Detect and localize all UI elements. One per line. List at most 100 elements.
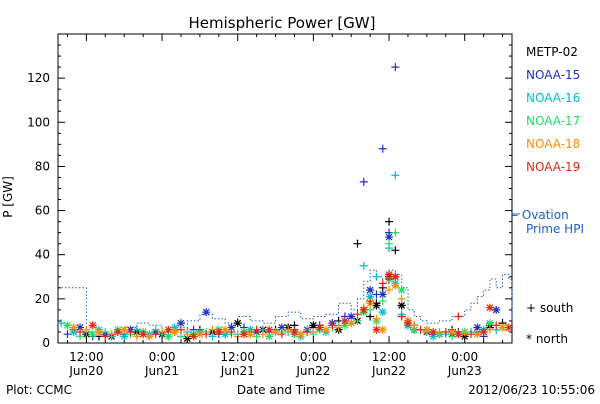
point-north-noaa-16	[378, 308, 387, 317]
point-south-noaa-19	[454, 312, 463, 321]
point-north-noaa-19	[113, 327, 122, 336]
point-north-noaa-16	[69, 327, 78, 336]
plot-border	[57, 33, 513, 344]
point-south-noaa-18	[385, 286, 394, 295]
point-south-noaa-15	[359, 177, 368, 186]
legend-entry-metp-02: METP-02	[526, 45, 578, 59]
point-south-noaa-17	[391, 228, 400, 237]
point-north-noaa-18	[69, 323, 78, 332]
point-north-noaa-15	[492, 305, 501, 314]
point-south-noaa-19	[202, 330, 211, 339]
y-tick-label: 100	[27, 115, 50, 129]
point-south-noaa-19	[126, 327, 135, 336]
point-south-noaa-18	[410, 321, 419, 330]
point-north-noaa-18	[347, 319, 356, 328]
legend-entry-noaa-15: NOAA-15	[526, 68, 580, 82]
point-north-noaa-18	[246, 330, 255, 339]
point-south-noaa-17	[385, 239, 394, 248]
point-north-noaa-16	[429, 332, 438, 341]
legend-south-marker: + south	[526, 301, 573, 315]
point-south-noaa-18	[183, 330, 192, 339]
legend-entry-noaa-18: NOAA-18	[526, 137, 580, 151]
point-south-noaa-19	[385, 274, 394, 283]
point-south-metp-02	[391, 246, 400, 255]
point-south-noaa-18	[284, 325, 293, 334]
series-metp-02	[69, 217, 507, 343]
point-north-noaa-18	[170, 327, 179, 336]
point-south-noaa-19	[366, 297, 375, 306]
point-north-noaa-18	[296, 330, 305, 339]
point-north-noaa-19	[403, 319, 412, 328]
x-tick-label-date: Jun23	[447, 364, 482, 378]
y-tick-label: 0	[42, 336, 50, 350]
point-north-noaa-18	[498, 323, 507, 332]
point-north-noaa-19	[504, 323, 513, 332]
x-tick-label-date: Jun22	[371, 364, 406, 378]
y-tick-label: 80	[35, 159, 50, 173]
point-north-noaa-19	[479, 327, 488, 336]
point-north-noaa-16	[120, 332, 129, 341]
point-south-noaa-18	[397, 294, 406, 303]
point-north-noaa-19	[240, 330, 249, 339]
point-north-noaa-17	[88, 330, 97, 339]
point-south-noaa-18	[208, 325, 217, 334]
data-points-layer	[57, 63, 513, 343]
point-north-noaa-18	[391, 281, 400, 290]
axes-layer: 02040608010012012:00Jun200:00Jun2112:00J…	[27, 34, 512, 378]
series-noaa-19	[76, 270, 513, 341]
point-north-noaa-19	[164, 325, 173, 334]
point-south-noaa-19	[277, 330, 286, 339]
legend: METP-02 NOAA-15 NOAA-16 NOAA-17 NOAA-18 NOAA-…	[512, 45, 584, 346]
point-north-noaa-19	[139, 330, 148, 339]
plot-frame	[57, 33, 513, 344]
point-north-noaa-18	[94, 327, 103, 336]
point-north-noaa-19	[189, 332, 198, 341]
point-north-noaa-18	[221, 325, 230, 334]
point-north-noaa-16	[221, 330, 230, 339]
point-north-noaa-18	[378, 325, 387, 334]
point-south-noaa-19	[378, 279, 387, 288]
ovation-prime-hpi-line	[58, 269, 513, 335]
point-south-noaa-15	[63, 330, 72, 339]
point-north-noaa-18	[271, 327, 280, 336]
point-south-metp-02	[385, 217, 394, 226]
x-tick-label-date: Jun21	[144, 364, 179, 378]
point-south-noaa-15	[378, 144, 387, 153]
point-north-noaa-19	[214, 327, 223, 336]
point-south-noaa-19	[328, 321, 337, 330]
point-south-noaa-18	[334, 323, 343, 332]
x-tick-label-time: 0:00	[451, 350, 478, 364]
point-north-noaa-15	[277, 323, 286, 332]
plot-credit: Plot: CCMC	[6, 383, 72, 397]
point-north-noaa-16	[170, 323, 179, 332]
point-north-noaa-15	[473, 323, 482, 332]
point-north-noaa-18	[422, 325, 431, 334]
point-north-noaa-18	[145, 332, 154, 341]
chart-title: Hemispheric Power [GW]	[189, 14, 376, 32]
x-tick-label-time: 12:00	[69, 350, 104, 364]
point-north-metp-02	[183, 334, 192, 343]
point-south-noaa-15	[391, 63, 400, 72]
point-south-noaa-18	[158, 327, 167, 336]
point-south-noaa-16	[372, 272, 381, 281]
point-north-metp-02	[233, 319, 242, 328]
plot-timestamp: 2012/06/23 10:55:06	[468, 383, 595, 397]
point-north-noaa-15	[76, 323, 85, 332]
point-north-noaa-15	[202, 308, 211, 317]
series-noaa-16	[57, 171, 501, 341]
series-noaa-15	[63, 63, 507, 341]
point-south-noaa-18	[372, 314, 381, 323]
point-north-noaa-17	[397, 286, 406, 295]
x-tick-label-date: Jun21	[220, 364, 255, 378]
x-tick-label-date: Jun22	[295, 364, 330, 378]
point-north-noaa-19	[340, 316, 349, 325]
point-south-noaa-19	[303, 327, 312, 336]
y-tick-label: 120	[27, 71, 50, 85]
point-south-noaa-19	[101, 332, 110, 341]
series-noaa-17	[63, 228, 494, 341]
legend-entry-noaa-19: NOAA-19	[526, 160, 580, 174]
point-north-noaa-18	[448, 327, 457, 336]
point-north-noaa-19	[290, 327, 299, 336]
point-north-noaa-19	[454, 330, 463, 339]
